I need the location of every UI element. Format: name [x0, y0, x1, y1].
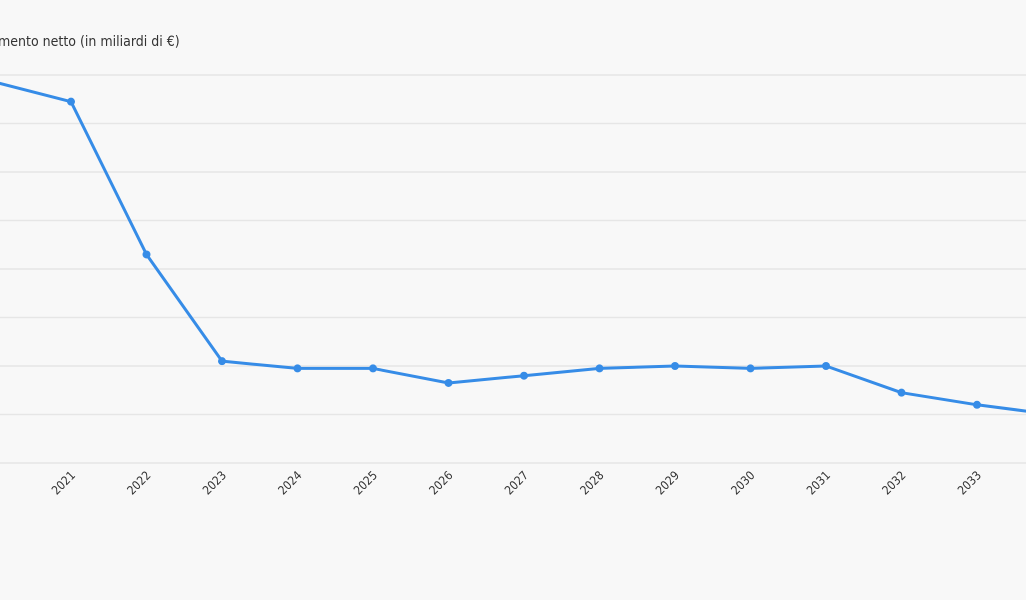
data-point	[671, 362, 679, 370]
chart-title: mento netto (in miliardi di €)	[0, 34, 180, 50]
data-point	[67, 97, 75, 106]
data-point	[520, 371, 528, 380]
data-point	[897, 388, 906, 397]
data-point	[293, 364, 302, 373]
data-point	[746, 364, 755, 373]
data-point	[822, 362, 830, 370]
data-point	[218, 357, 226, 366]
data-point	[973, 400, 981, 409]
data-point	[369, 364, 377, 373]
data-point	[142, 250, 151, 259]
data-point	[444, 378, 453, 387]
data-point	[595, 364, 604, 373]
